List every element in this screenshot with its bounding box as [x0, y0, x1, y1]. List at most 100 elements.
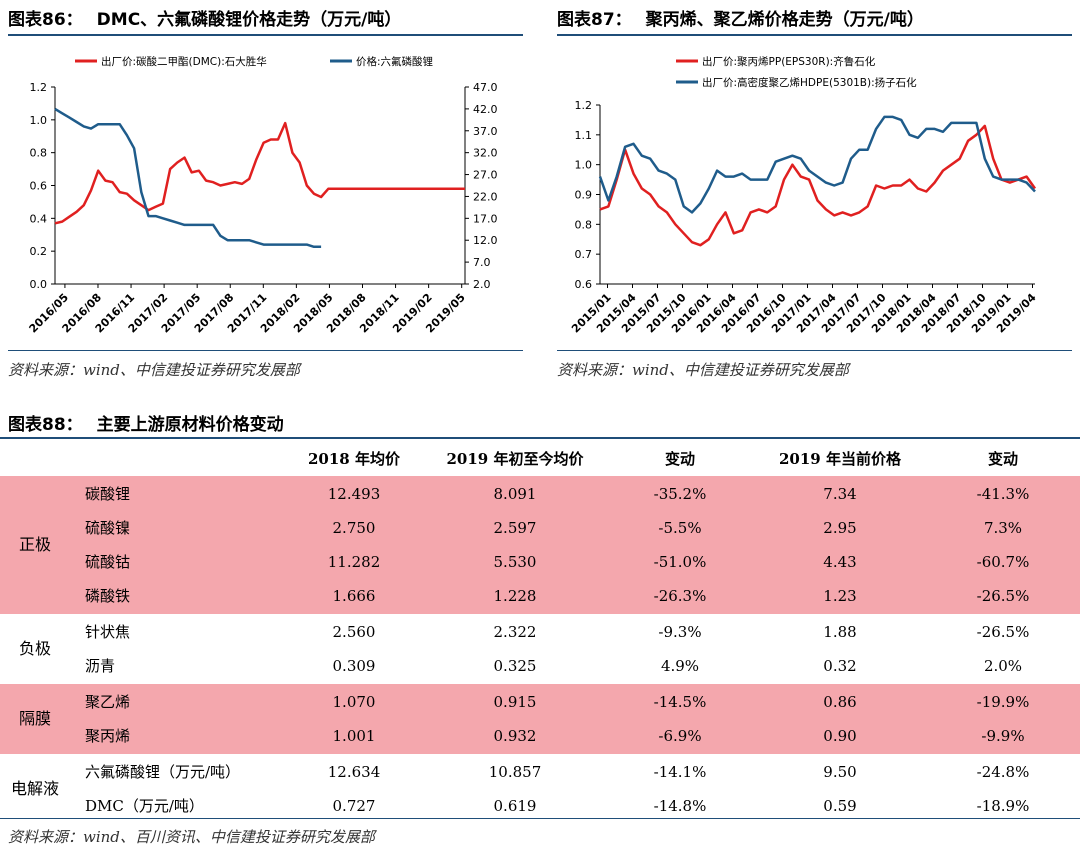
table-cell: 10.857	[488, 763, 542, 781]
table-cell: 0.90	[823, 727, 857, 745]
fig86-title: DMC、六氟磷酸锂价格走势（万元/吨）	[96, 10, 402, 30]
table-cell: -26.5%	[976, 587, 1030, 605]
fig86-ytick-right-label-7: 37.0	[473, 125, 498, 138]
fig87-source: 资料来源：wind、中信建投证券研究发展部	[557, 361, 849, 379]
fig86-title-block: 图表86： DMC、六氟磷酸锂价格走势（万元/吨）	[8, 5, 401, 30]
table-cell: -14.1%	[653, 763, 707, 781]
fig86-label: 图表86：	[8, 10, 83, 30]
fig87-legend-label-0: 出厂价:聚丙烯PP(EPS30R):齐鲁石化	[702, 55, 876, 68]
fig87-ytick-label-6: 1.2	[575, 99, 593, 112]
fig86-ytick-label-4: 0.8	[30, 147, 48, 160]
table-cell: -41.3%	[976, 485, 1030, 503]
table-cell: -14.8%	[653, 797, 707, 815]
table-item-name: 聚乙烯	[85, 693, 131, 711]
table-item-name: 针状焦	[85, 623, 131, 641]
table-item-name: 磷酸铁	[85, 587, 131, 605]
table-group-label: 正极	[18, 535, 51, 554]
table-cell: 11.282	[327, 553, 381, 571]
table-cell: -24.8%	[976, 763, 1030, 781]
table-cell: 12.634	[327, 763, 381, 781]
table-item-name: 碳酸锂	[85, 485, 131, 503]
table-cell: 7.3%	[983, 519, 1023, 537]
fig86-ytick-right-label-8: 42.0	[473, 103, 498, 116]
table-cell: 2.597	[493, 519, 537, 537]
table-row: 针状焦 2.560 2.322 -9.3% 1.88 -26.5%	[0, 615, 1080, 649]
fig88-bottom-rule	[0, 818, 1080, 819]
table-cell: 1.666	[332, 587, 376, 605]
table-item-name: 六氟磷酸锂（万元/吨）	[85, 763, 241, 781]
table-header-cell: 2019 年当前价格	[779, 450, 901, 468]
fig86-ytick-label-2: 0.4	[30, 212, 48, 225]
fig87-bottom-rule	[557, 350, 1072, 351]
table-cell: 1.070	[332, 693, 376, 711]
table-cell: -9.3%	[658, 623, 702, 641]
table-cell: 1.23	[823, 587, 857, 605]
table-cell: 0.932	[493, 727, 537, 745]
table-cell: 0.619	[493, 797, 537, 815]
fig87-chart: 出厂价:聚丙烯PP(EPS30R):齐鲁石化出厂价:高密度聚乙烯HDPE(530…	[569, 55, 1039, 335]
fig86-ytick-right-label-2: 12.0	[473, 234, 498, 247]
fig86-ytick-right-label-1: 7.0	[473, 256, 491, 269]
table-cell: -19.9%	[976, 693, 1030, 711]
fig88-label: 图表88：	[8, 415, 83, 435]
fig87-label: 图表87：	[557, 10, 632, 30]
table-cell: -14.5%	[653, 693, 707, 711]
fig87-ytick-label-1: 0.7	[575, 248, 593, 261]
fig86-ytick-right-label-5: 27.0	[473, 169, 498, 182]
fig87-ytick-label-5: 1.1	[575, 129, 593, 142]
fig86-ytick-right-label-0: 2.0	[473, 278, 491, 291]
fig88-title-block: 图表88： 主要上游原材料价格变动	[8, 410, 284, 435]
table-cell: 2.322	[493, 623, 537, 641]
table-header-cell: 2019 年初至今均价	[446, 450, 584, 468]
table-header-cell: 变动	[987, 450, 1018, 468]
table-cell: 8.091	[493, 485, 537, 503]
table-cell: 0.86	[823, 693, 857, 711]
table-cell: 1.228	[493, 587, 537, 605]
fig86-ytick-label-3: 0.6	[30, 180, 48, 193]
table-group-label: 隔膜	[18, 709, 51, 728]
fig88-title: 主要上游原材料价格变动	[96, 415, 284, 435]
fig86-bottom-rule	[8, 350, 523, 351]
fig87-ytick-label-2: 0.8	[575, 218, 593, 231]
table-cell: 2.750	[332, 519, 376, 537]
table-cell: -9.9%	[981, 727, 1025, 745]
table-cell: 7.34	[823, 485, 857, 503]
fig86-series-line-1	[54, 107, 322, 249]
fig86-series-line-0	[54, 121, 465, 225]
table-cell: 0.915	[493, 693, 537, 711]
table-group-label: 负极	[18, 639, 51, 658]
fig87-top-rule	[557, 34, 1072, 36]
table-row: 硫酸镍 2.750 2.597 -5.5% 2.95 7.3%	[0, 511, 1080, 545]
fig88-source: 资料来源：wind、百川资讯、中信建投证券研究发展部	[8, 828, 375, 846]
table-cell: -6.9%	[658, 727, 702, 745]
table-cell: -26.5%	[976, 623, 1030, 641]
table-cell: 2.95	[823, 519, 857, 537]
table-cell: -18.9%	[976, 797, 1030, 815]
fig86-ytick-label-6: 1.2	[30, 81, 48, 94]
fig86-legend-label-0: 出厂价:碳酸二甲酯(DMC):石大胜华	[101, 55, 267, 68]
table-row: 聚丙烯 1.001 0.932 -6.9% 0.90 -9.9%	[0, 719, 1080, 753]
fig87-title-block: 图表87： 聚丙烯、聚乙烯价格走势（万元/吨）	[557, 5, 924, 30]
table-cell: 1.88	[823, 623, 857, 641]
table-cell: 0.309	[332, 657, 376, 675]
table-cell: 4.9%	[660, 657, 700, 675]
table-cell: -35.2%	[653, 485, 707, 503]
table-cell: 1.001	[332, 727, 376, 745]
fig86-ytick-label-1: 0.2	[30, 245, 48, 258]
table-highlight-band	[0, 476, 1080, 614]
table-cell: 2.560	[332, 623, 376, 641]
table-cell: -60.7%	[976, 553, 1030, 571]
table-row: DMC（万元/吨） 0.727 0.619 -14.8% 0.59 -18.9%	[0, 789, 1080, 823]
fig88-top-rule	[0, 437, 1080, 439]
fig87-series-line-1	[598, 115, 1036, 214]
table-item-name: DMC（万元/吨）	[85, 797, 204, 815]
table-item-name: 硫酸钴	[85, 553, 131, 571]
table-cell: 0.59	[823, 797, 857, 815]
table-cell: -26.3%	[653, 587, 707, 605]
table-header-cell: 2018 年均价	[308, 450, 400, 468]
table-item-name: 硫酸镍	[85, 519, 131, 537]
fig86-ytick-right-label-4: 22.0	[473, 190, 498, 203]
fig86-ytick-right-label-3: 17.0	[473, 212, 498, 225]
table-item-name: 沥青	[85, 657, 116, 675]
table-cell: 12.493	[327, 485, 381, 503]
